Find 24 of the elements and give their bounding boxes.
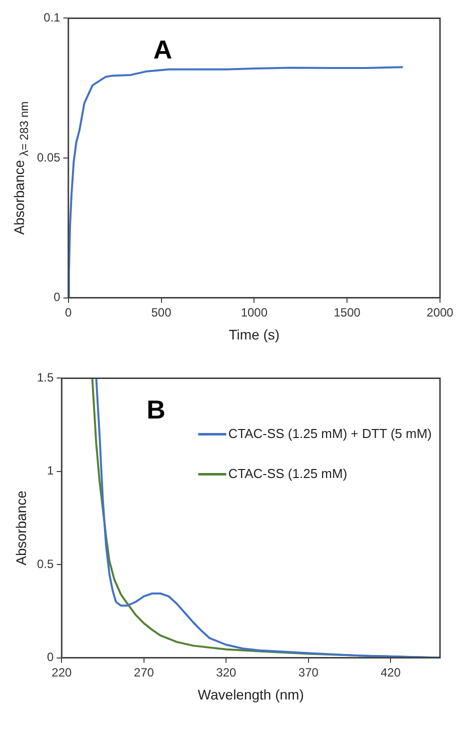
x-axis-title: Time (s) bbox=[228, 326, 280, 342]
annotation: B bbox=[146, 394, 166, 424]
x-tick-label: 270 bbox=[134, 665, 154, 680]
legend-label: CTAC-SS (1.25 mM) bbox=[228, 466, 348, 481]
x-tick-label: 370 bbox=[298, 665, 319, 680]
x-tick-label: 420 bbox=[380, 665, 401, 680]
legend-label: CTAC-SS (1.25 mM) + DTT (5 mM) bbox=[228, 426, 432, 441]
x-tick-label: 320 bbox=[216, 665, 236, 680]
y-tick-label: 0 bbox=[46, 650, 54, 664]
x-tick-label: 2000 bbox=[426, 305, 454, 320]
x-axis-title: Wavelength (nm) bbox=[198, 686, 304, 702]
x-tick-label: 1000 bbox=[240, 305, 268, 320]
y-tick-label: 1 bbox=[46, 464, 54, 478]
y-tick-label: 0.5 bbox=[36, 556, 54, 571]
y-axis-title: Absorbance bbox=[13, 490, 29, 566]
y-tick-label: 0 bbox=[54, 290, 61, 304]
y-tick-label: 1.5 bbox=[36, 370, 54, 385]
x-tick-label: 500 bbox=[151, 305, 172, 320]
y-tick-label: 0.1 bbox=[44, 10, 61, 25]
x-tick-label: 0 bbox=[65, 305, 72, 320]
y-tick-label: 0.05 bbox=[36, 150, 61, 164]
x-tick-label: 220 bbox=[52, 665, 72, 680]
x-tick-label: 1500 bbox=[334, 305, 361, 320]
annotation: A bbox=[153, 34, 172, 64]
